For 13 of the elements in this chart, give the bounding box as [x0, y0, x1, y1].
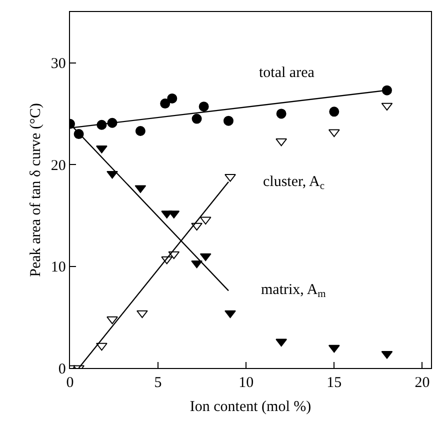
- y-tick-label: 30: [50, 56, 66, 72]
- x-tick-label: 15: [326, 375, 342, 392]
- y-tick-label: 0: [58, 361, 66, 378]
- x-tick-label: 20: [414, 375, 430, 392]
- x-axis-title: Ion content (mol %): [190, 399, 312, 416]
- x-tick-label: 10: [238, 375, 254, 392]
- annotation: cluster, A$_{c}$: [263, 174, 325, 192]
- annotation: total area: [259, 65, 315, 81]
- y-tick-label: 10: [50, 260, 66, 276]
- annotation: matrix, A$_{m}$: [261, 282, 326, 300]
- y-axis-title: Peak area of tan δ curve (°C): [28, 103, 44, 277]
- x-tick-label: 5: [154, 375, 162, 392]
- y-tick-label: 20: [50, 158, 66, 174]
